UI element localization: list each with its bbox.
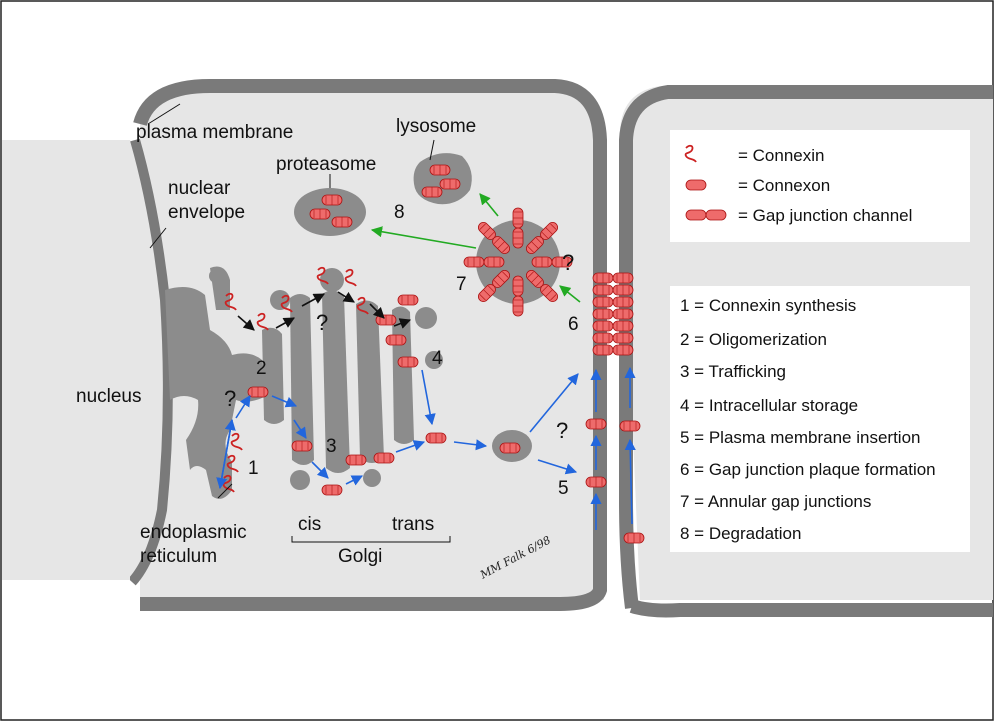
question-mark-er: ? — [224, 386, 237, 411]
plasma-membrane-right — [619, 85, 993, 609]
plasma-membrane-left — [133, 79, 607, 611]
marker-5: 5 — [558, 478, 569, 499]
connexon-icon — [685, 179, 707, 191]
question-mark-annular: ? — [562, 250, 575, 275]
nuclear-envelope — [128, 138, 173, 586]
label-trans: trans — [392, 514, 435, 535]
connexin-icon — [684, 144, 697, 163]
step-4: 4 = Intracellular storage — [680, 396, 859, 415]
green-arrows — [370, 193, 581, 303]
legend-connexon: = Connexon — [738, 176, 831, 195]
golgi-bracket — [291, 536, 451, 543]
marker-3: 3 — [326, 436, 337, 457]
legend-connexin: = Connexin — [738, 146, 825, 165]
marker-7: 7 — [456, 274, 467, 295]
blue-arrows — [216, 366, 636, 530]
label-proteasome: proteasome — [276, 154, 377, 175]
legend-icons — [684, 144, 727, 221]
lysosome — [413, 153, 472, 205]
step-5: 5 = Plasma membrane insertion — [680, 428, 921, 447]
label-nuclear: nuclear — [168, 178, 231, 199]
label-envelope: envelope — [168, 202, 246, 223]
marker-4: 4 — [432, 348, 443, 369]
label-cis: cis — [298, 514, 322, 535]
gap-junction-channel-icon — [685, 209, 727, 221]
step-6: 6 = Gap junction plaque formation — [680, 460, 936, 479]
marker-6: 6 — [568, 314, 579, 335]
nucleus-fill — [2, 140, 130, 580]
step-2: 2 = Oligomerization — [680, 330, 827, 349]
question-mark-insertion: ? — [556, 418, 569, 443]
label-lysosome: lysosome — [396, 116, 477, 137]
step-8: 8 = Degradation — [680, 524, 802, 543]
step-7: 7 = Annular gap junctions — [680, 492, 872, 511]
question-mark-golgi: ? — [316, 310, 329, 335]
black-arrows — [237, 291, 412, 331]
legend-panel — [670, 130, 970, 242]
label-golgi: Golgi — [338, 546, 383, 567]
endoplasmic-reticulum — [165, 286, 268, 499]
marker-2: 2 — [256, 358, 267, 379]
marker-1: 1 — [248, 458, 259, 479]
label-nucleus: nucleus — [76, 386, 142, 407]
step-3: 3 = Trafficking — [680, 362, 786, 381]
steps-panel — [670, 286, 970, 552]
step-1: 1 = Connexin synthesis — [680, 296, 857, 315]
plasma-membrane-right-bottom — [629, 599, 993, 618]
label-reticulum: reticulum — [140, 546, 218, 567]
label-endoplasmic: endoplasmic — [140, 522, 247, 543]
leader-lines — [147, 103, 435, 499]
marker-8: 8 — [394, 202, 405, 223]
legend-gap-junction-channel: = Gap junction channel — [738, 206, 913, 225]
label-plasma-membrane: plasma membrane — [136, 122, 294, 143]
